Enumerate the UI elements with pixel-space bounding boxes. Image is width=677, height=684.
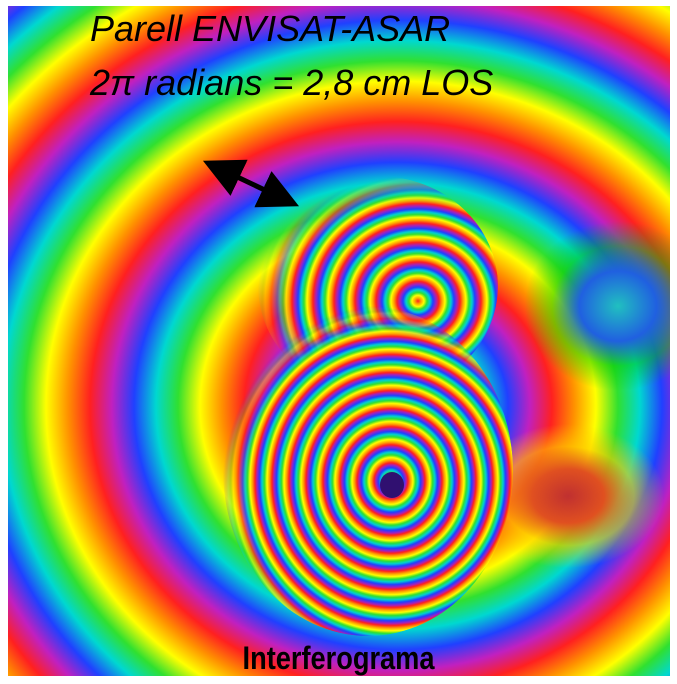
title-line: Parell ENVISAT-ASAR xyxy=(90,8,450,50)
title-line: 2π radians = 2,8 cm LOS xyxy=(90,62,493,104)
caption: Interferograma xyxy=(51,640,626,677)
scale-arrow xyxy=(212,165,290,202)
page: Parell ENVISAT-ASAR 2π radians = 2,8 cm … xyxy=(0,0,677,684)
